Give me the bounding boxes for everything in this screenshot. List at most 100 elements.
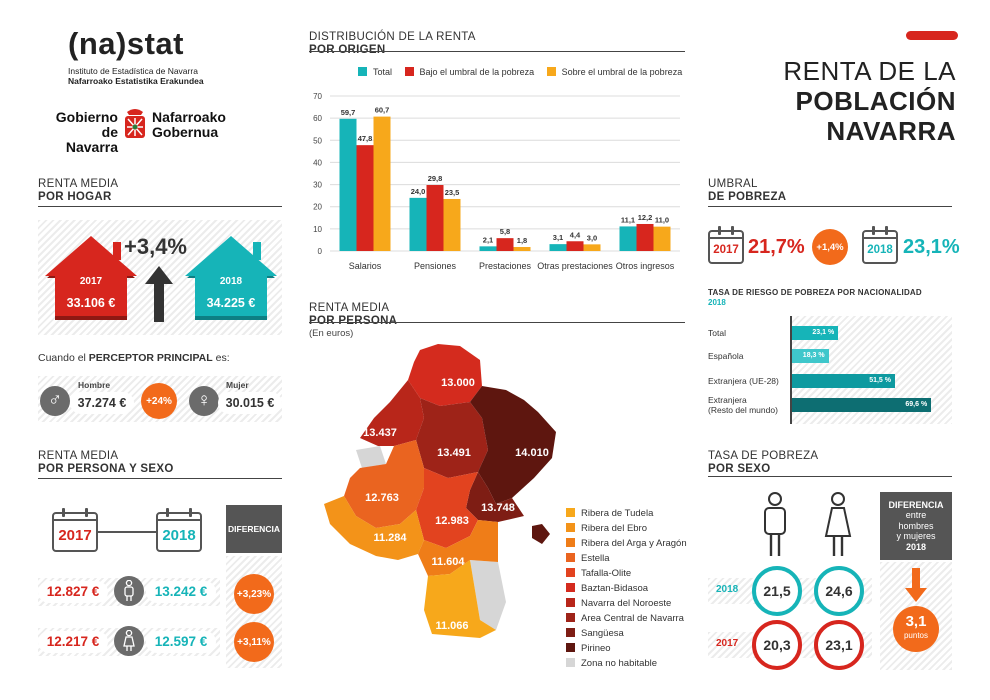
y-tick-label: 40 bbox=[313, 158, 322, 167]
legend-total: Total bbox=[358, 67, 392, 77]
hogar-change: +3,4% bbox=[124, 234, 187, 259]
title-line2: POBLACIÓN bbox=[795, 86, 956, 116]
legend-label: Navarra del Noroeste bbox=[581, 598, 672, 609]
mujer-diff-badge: +3,11% bbox=[234, 622, 274, 662]
legend-label: Tafalla-Olite bbox=[581, 568, 632, 579]
umbral-calendar-2018-icon: 2018 bbox=[862, 226, 898, 264]
woman-outline-icon bbox=[824, 492, 852, 556]
house-2018-value: 34.225 € bbox=[206, 296, 256, 310]
map-value-estella: 12.763 bbox=[365, 492, 399, 504]
map-value-tafalla: 12.983 bbox=[435, 515, 469, 527]
map-legend-item: Zona no habitable bbox=[566, 656, 687, 671]
map-ribera-ebro bbox=[324, 496, 424, 560]
bar bbox=[653, 226, 671, 251]
mujer-value: 30.015 € bbox=[218, 392, 282, 414]
map-value-tudela: 11.066 bbox=[435, 620, 468, 632]
hombre-diff-badge: +3,23% bbox=[234, 574, 274, 614]
nastat-logo-text: (na)stat bbox=[68, 26, 184, 61]
bar bbox=[513, 247, 531, 251]
map-sanguesa bbox=[466, 472, 524, 522]
tasa-hombre-2017: 20,3 bbox=[752, 620, 802, 670]
y-tick-label: 60 bbox=[313, 114, 322, 123]
gob-left1: Gobierno bbox=[55, 109, 118, 125]
legend-label: Pirineo bbox=[581, 643, 611, 654]
bar bbox=[426, 185, 444, 251]
legend-swatch bbox=[566, 508, 575, 517]
category-label: Otras prestaciones bbox=[537, 261, 613, 271]
bar bbox=[566, 241, 584, 251]
y-tick-label: 50 bbox=[313, 136, 322, 145]
hombre-value: 37.274 € bbox=[70, 392, 134, 414]
legend-label: Zona no habitable bbox=[581, 658, 658, 669]
legend-swatch bbox=[566, 658, 575, 667]
hombre-2017: 12.827 € bbox=[38, 581, 108, 603]
tasa-2018-year: 2018 bbox=[716, 584, 739, 595]
title-line3: NAVARRA bbox=[826, 116, 956, 146]
map-legend: Ribera de Tudela Ribera del Ebro Ribera de… bbox=[566, 506, 687, 671]
map-legend-item: Baztan-Bidasoa bbox=[566, 581, 687, 596]
navarra-map: 13.000 13.437 13.491 14.010 12.763 12.98… bbox=[324, 344, 556, 638]
map-value-ribera-ebro: 11.284 bbox=[373, 532, 407, 544]
male-icon: ♂ bbox=[40, 386, 70, 416]
riesgo-label: Total bbox=[708, 328, 726, 338]
hombre-label: Hombre bbox=[78, 380, 111, 390]
category-label: Pensiones bbox=[414, 261, 457, 271]
hogar-title: RENTA MEDIA POR HOGAR bbox=[38, 178, 119, 203]
arrow-up-icon bbox=[145, 266, 173, 322]
tasa-mujer-2018: 24,6 bbox=[814, 566, 864, 616]
riesgo-rows: Total 23,1 % Española 18,3 % Extranjera (UE-… bbox=[708, 316, 952, 424]
legend-label: Estella bbox=[581, 553, 610, 564]
riesgo-label: Española bbox=[708, 351, 744, 361]
map-legend-item: Estella bbox=[566, 551, 687, 566]
bar-value-label: 11,1 bbox=[621, 215, 635, 224]
bar bbox=[373, 116, 391, 251]
map-ribera-arga-aragon bbox=[418, 520, 498, 576]
riesgo-label-sub: (Resto del mundo) bbox=[708, 405, 778, 415]
gob-right2: Gobernua bbox=[152, 124, 219, 140]
bar-value-label: 24,0 bbox=[411, 187, 426, 196]
bar-value-label: 2,1 bbox=[483, 235, 493, 244]
distribucion-title: DISTRIBUCIÓN DE LA RENTA POR ORIGEN bbox=[309, 31, 476, 56]
coat-of-arms-icon bbox=[125, 109, 145, 138]
map-area-central bbox=[416, 398, 488, 478]
man-outline-icon bbox=[764, 492, 786, 556]
tasa-diff-badge: 3,1 puntos bbox=[893, 606, 939, 652]
y-tick-label: 10 bbox=[313, 225, 322, 234]
gob-left2: de Navarra bbox=[65, 124, 118, 155]
map-legend-item: Navarra del Noroeste bbox=[566, 596, 687, 611]
legend-swatch bbox=[566, 643, 575, 652]
renta-bar-chart: 01020304050607059,747,860,7Salarios24,02… bbox=[313, 92, 680, 271]
bar bbox=[636, 223, 654, 251]
legend-label: Area Central de Navarra bbox=[581, 613, 684, 624]
y-tick-label: 70 bbox=[313, 92, 322, 101]
man-figure-icon bbox=[114, 576, 144, 606]
legend-swatch bbox=[566, 628, 575, 637]
legend-swatch bbox=[566, 523, 575, 532]
perceptor-diff-badge: +24% bbox=[141, 383, 177, 419]
bar-value-label: 11,0 bbox=[655, 216, 669, 225]
title-line1: RENTA DE LA bbox=[783, 56, 956, 86]
map-legend-item: Ribera de Tudela bbox=[566, 506, 687, 521]
riesgo-bar: 69,6 % bbox=[792, 398, 932, 412]
house-2017-icon: 2017 33.106 € bbox=[45, 236, 137, 322]
house-2017-year: 2017 bbox=[79, 276, 103, 287]
bar-value-label: 3,0 bbox=[587, 233, 597, 242]
umbral-title: UMBRAL DE POBREZA bbox=[708, 178, 787, 203]
map-value-noroeste: 13.437 bbox=[363, 427, 397, 439]
bar bbox=[356, 145, 374, 251]
bar-value-label: 4,4 bbox=[570, 230, 581, 239]
nastat-line2: Nafarroako Estatistika Erakundea bbox=[68, 76, 204, 86]
y-tick-label: 20 bbox=[313, 203, 322, 212]
house-2018-icon: 2018 34.225 € bbox=[185, 236, 277, 322]
arrow-down-icon bbox=[905, 568, 927, 602]
legend-swatch bbox=[566, 583, 575, 592]
tasa-2017-year: 2017 bbox=[716, 638, 739, 649]
female-icon: ♀ bbox=[189, 386, 219, 416]
riesgo-label: Extranjera (UE-28) bbox=[708, 376, 779, 386]
map-estella bbox=[344, 440, 424, 528]
legend-label: Ribera del Arga y Aragón bbox=[581, 538, 687, 549]
map-navarra-noroeste bbox=[360, 380, 424, 446]
bar-value-label: 29,8 bbox=[428, 174, 443, 183]
bar bbox=[409, 197, 427, 251]
umbral-2018-value: 23,1% bbox=[903, 236, 960, 258]
